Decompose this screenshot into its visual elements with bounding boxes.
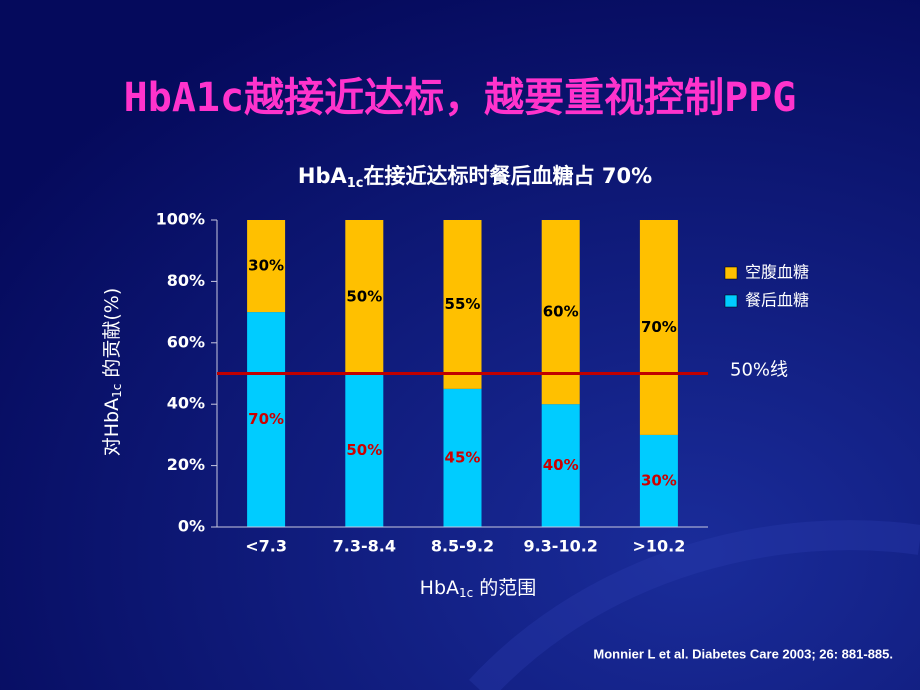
y-label-part: 对HbA (101, 398, 123, 456)
data-label: 55% (445, 295, 481, 313)
bar-segment (639, 220, 678, 435)
data-label: 60% (543, 303, 579, 321)
x-label-sub: 1c (459, 586, 473, 600)
bar-segment (247, 312, 286, 527)
chart-title-part: 在接近达标时餐后血糖占 70% (364, 164, 653, 188)
y-label-sub: 1c (110, 384, 124, 398)
x-label-part: 的范围 (473, 577, 536, 599)
y-label-part: 的贡献(%) (101, 288, 123, 384)
data-label: 50% (346, 441, 382, 459)
x-tick-label: <7.3 (245, 537, 287, 556)
y-tick-label: 100% (156, 210, 205, 229)
x-tick-label: 7.3-8.4 (333, 537, 396, 556)
legend-swatch (724, 294, 738, 308)
bar-segment (247, 220, 286, 313)
y-tick-label: 40% (167, 394, 205, 413)
bar-segment (639, 434, 678, 527)
data-label: 50% (346, 287, 382, 305)
chart-title-part: HbA (298, 164, 348, 188)
bar-segment (443, 220, 482, 389)
legend-swatch (724, 266, 738, 280)
x-tick-label: 8.5-9.2 (431, 537, 494, 556)
bar-segment (345, 220, 384, 374)
bar-segment (443, 388, 482, 527)
x-axis-label: HbA1c 的范围 (420, 577, 537, 600)
legend-label: 空腹血糖 (745, 263, 809, 282)
legend-label: 餐后血糖 (745, 291, 809, 310)
x-tick-label: >10.2 (632, 537, 685, 556)
data-label: 70% (641, 318, 677, 336)
y-tick-label: 80% (167, 271, 205, 290)
bar-segment (541, 404, 580, 527)
bar-segment (345, 373, 384, 527)
citation: Monnier L et al. Diabetes Care 2003; 26:… (593, 646, 893, 661)
data-label: 40% (543, 456, 579, 474)
y-axis-label: 对HbA1c 的贡献(%) (101, 288, 124, 457)
y-tick-label: 0% (178, 517, 205, 536)
data-label: 70% (248, 410, 284, 428)
chart-title: HbA1c在接近达标时餐后血糖占 70% (298, 164, 652, 191)
data-label: 30% (248, 257, 284, 275)
slide-title: HbA1c越接近达标，越要重视控制PPG (124, 75, 797, 121)
data-label: 30% (641, 471, 677, 489)
plot: 0% 20% 40% 60% 80% 100% <7.3 70% 30% 7.3-8.4 50% 50… (156, 210, 809, 556)
chart-title-sub: 1c (347, 176, 364, 191)
reference-label: 50%线 (730, 360, 788, 381)
decor (468, 520, 920, 694)
y-tick-label: 60% (167, 332, 205, 351)
x-tick-label: 9.3-10.2 (523, 537, 597, 556)
y-tick-label: 20% (167, 455, 205, 474)
data-label: 45% (445, 448, 481, 466)
x-label-part: HbA (420, 577, 459, 599)
